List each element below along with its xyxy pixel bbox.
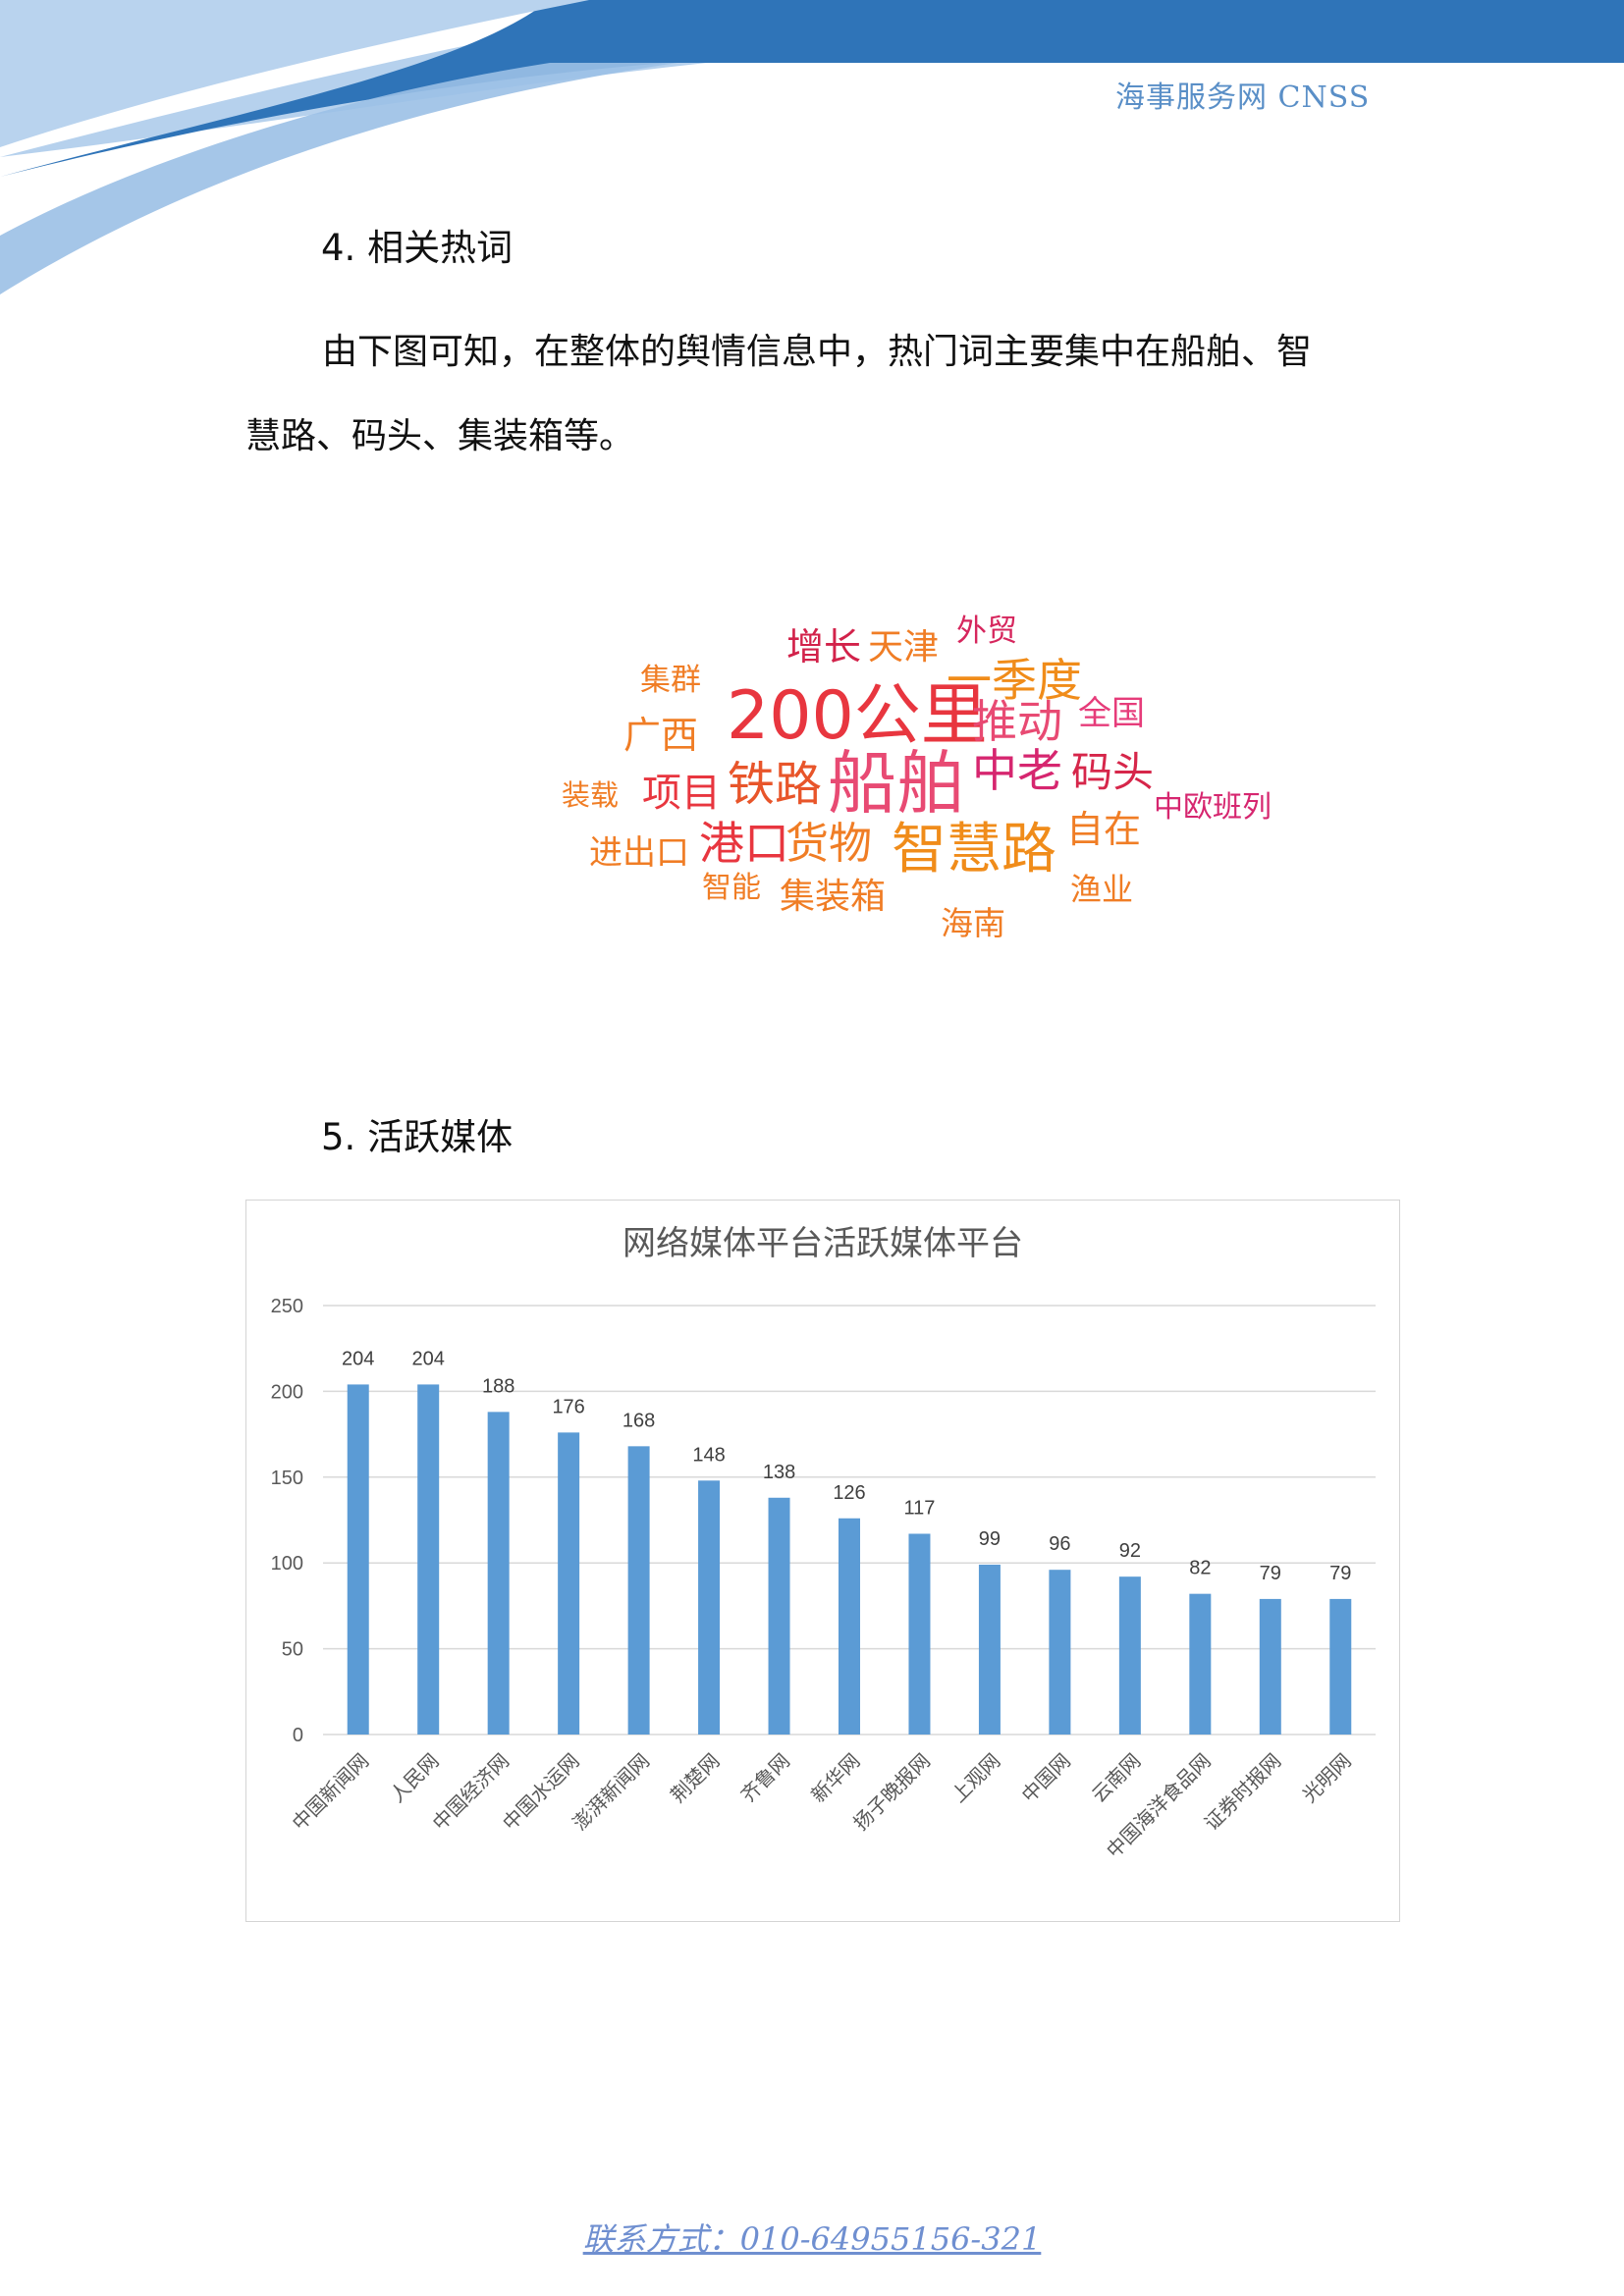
word-cloud-word: 广西 [623,714,699,757]
bar-value-label: 126 [833,1482,865,1504]
word-cloud-word: 装载 [562,778,620,812]
word-cloud-word: 进出口 [589,833,689,873]
word-cloud-word: 一季度 [947,654,1082,707]
x-category-label: 上观网 [947,1749,1004,1807]
hot-words-paragraph: 由下图可知，在整体的舆情信息中，热门词主要集中在船舶、智 慧路、码头、集装箱等。 [245,310,1384,479]
x-category-label: 中国新闻网 [288,1749,374,1836]
x-category-label: 云南网 [1087,1749,1145,1807]
bar-value-label: 79 [1329,1563,1351,1584]
y-tick-label: 200 [271,1381,303,1403]
active-media-bar-chart: 网络媒体平台活跃媒体平台 0 50 100 150 200 250 204 204 188 17… [271,1224,1376,1863]
y-tick-label: 0 [293,1725,303,1746]
word-cloud-word: 智能 [702,871,761,905]
word-cloud-word: 中欧班列 [1154,790,1272,825]
word-cloud-word: 货物 [785,819,872,869]
bar [908,1533,931,1735]
section-heading-hot-words: 4. 相关热词 [321,227,514,269]
bar [1049,1570,1071,1735]
bar [1259,1598,1281,1735]
chart-frame: 网络媒体平台活跃媒体平台 0 50 100 150 200 250 204 204 188 17… [245,1200,1400,1922]
bar-value-label: 204 [412,1348,445,1369]
paragraph-line-1: 由下图可知，在整体的舆情信息中，热门词主要集中在船舶、智 [245,310,1384,395]
word-cloud-word: 中老 [972,744,1062,797]
bar [698,1480,721,1735]
bar [487,1412,510,1735]
bar-value-label: 204 [342,1348,374,1369]
paragraph-line-1-text: 由下图可知，在整体的舆情信息中，热门词主要集中在船舶、智 [322,332,1313,372]
brand-label: 海事服务网 CNSS [1115,80,1371,115]
word-cloud-word: 智慧路 [892,818,1056,881]
x-category-label: 光明网 [1297,1749,1355,1807]
word-cloud-word: 铁路 [728,757,823,812]
bar-value-label: 138 [763,1462,795,1483]
x-category-label: 澎湃新闻网 [568,1749,654,1836]
x-category-label: 荆楚网 [666,1749,724,1807]
x-category-label: 中国网 [1017,1749,1075,1807]
header-wave-decoration [0,0,1624,294]
word-cloud-word: 集群 [640,663,701,698]
bar [627,1446,650,1735]
word-cloud-word: 项目 [642,771,721,816]
chart-title: 网络媒体平台活跃媒体平台 [623,1224,1023,1263]
y-tick-label: 250 [271,1296,303,1317]
x-category-label: 扬子晚报网 [848,1749,935,1836]
bar-value-label: 117 [904,1497,936,1519]
x-category-label: 新华网 [806,1749,864,1807]
bar-value-label: 148 [692,1444,725,1466]
bar-value-label: 96 [1049,1533,1070,1555]
word-cloud-word: 推动 [972,695,1062,748]
bar [978,1564,1001,1735]
y-tick-label: 100 [271,1553,303,1575]
bar-value-label: 99 [979,1528,1001,1550]
bar-value-label: 92 [1119,1540,1141,1562]
bar-value-label: 188 [482,1375,514,1397]
bar-value-label: 79 [1260,1563,1281,1584]
section-heading-active-media: 5. 活跃媒体 [321,1116,514,1158]
bar-value-label: 168 [623,1410,655,1431]
x-category-label: 证券时报网 [1200,1749,1286,1836]
bar [347,1384,369,1735]
word-cloud-word: 天津 [868,627,940,667]
y-tick-label: 50 [282,1639,303,1661]
word-cloud-word: 集装箱 [780,877,887,917]
bar-value-label: 176 [552,1396,584,1417]
word-cloud: 增长 天津 外贸 集群 一季度 200公里 推动 全国 广西 装载 项目 铁路 … [550,609,1296,962]
bar [1329,1598,1352,1735]
bar [1118,1576,1141,1735]
word-cloud-word: 海南 [941,904,1005,942]
word-cloud-word: 码头 [1071,748,1155,796]
x-category-label: 人民网 [385,1749,443,1807]
word-cloud-word: 自在 [1066,808,1142,851]
x-category-label: 齐鲁网 [736,1749,794,1807]
word-cloud-word: 外贸 [956,614,1017,649]
word-cloud-word: 船舶 [828,743,965,824]
paragraph-line-2: 慧路、码头、集装箱等。 [245,416,635,456]
y-tick-label: 150 [271,1468,303,1489]
bar [417,1384,440,1735]
bar [558,1432,580,1735]
bar [768,1497,790,1735]
word-cloud-word: 港口 [699,817,789,870]
word-cloud-word: 全国 [1078,694,1145,733]
contact-footer: 联系方式：010-64955156-321 [582,2220,1042,2258]
bar [839,1518,860,1735]
bar-value-label: 82 [1189,1558,1211,1579]
word-cloud-word: 200公里 [727,677,988,755]
word-cloud-word: 渔业 [1070,871,1134,908]
bar [1189,1593,1212,1735]
word-cloud-word: 增长 [786,625,862,668]
